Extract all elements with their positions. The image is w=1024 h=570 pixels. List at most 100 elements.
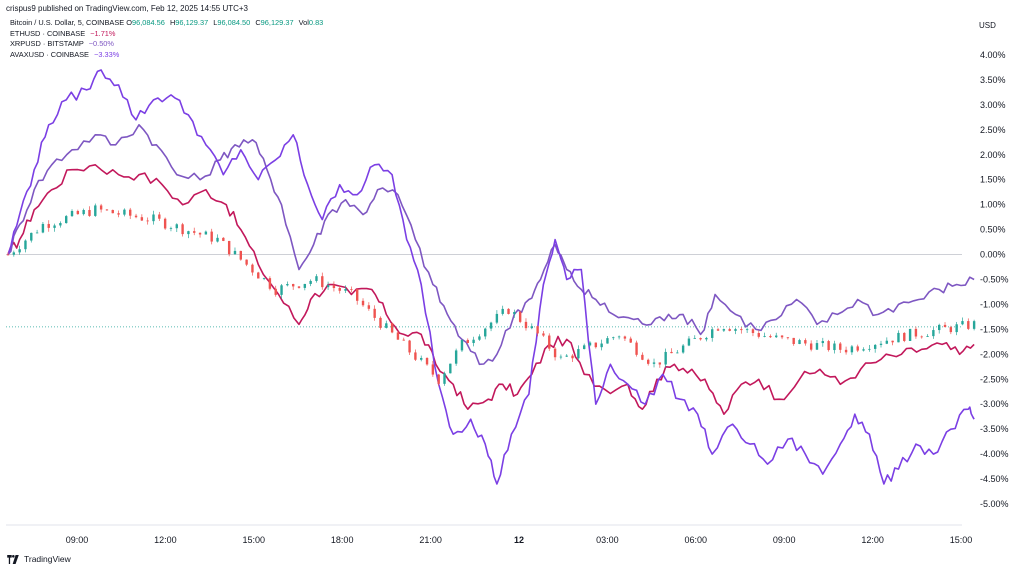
candle-body bbox=[204, 231, 208, 235]
legend-row-eth[interactable]: ETHUSD · COINBASE −1.71% bbox=[10, 29, 326, 40]
volume-key: Vol bbox=[298, 18, 309, 27]
candle-body bbox=[652, 362, 656, 364]
candle-body bbox=[99, 205, 103, 210]
candle-body bbox=[303, 283, 307, 288]
y-tick-label: -4.00% bbox=[980, 449, 1009, 459]
candle-body bbox=[914, 328, 918, 337]
y-axis[interactable]: 4.00% 3.50% 3.00% 2.50% 2.00% 1.50% 1.00% 0.50%… bbox=[980, 50, 1009, 509]
candle-body bbox=[553, 348, 557, 358]
legend-label-eth: ETHUSD · COINBASE bbox=[10, 28, 86, 38]
x-tick-label: 12 bbox=[514, 535, 524, 545]
candle-body bbox=[408, 340, 411, 353]
publish-info: crispus9 published on TradingView.com, F… bbox=[6, 4, 248, 13]
series-layer bbox=[7, 69, 975, 485]
candle-body bbox=[338, 288, 341, 291]
candle-body bbox=[449, 363, 452, 374]
candle-body bbox=[309, 280, 312, 284]
candle-body bbox=[699, 338, 702, 340]
low-value: 96,084.50 bbox=[217, 18, 251, 27]
x-axis[interactable]: 09:00 12:00 15:00 18:00 21:00 12 03:00 06:00 09:… bbox=[66, 535, 973, 545]
candle-body bbox=[59, 223, 62, 226]
high-key: H bbox=[169, 18, 176, 27]
candle-body bbox=[414, 352, 417, 360]
candle-body bbox=[804, 340, 807, 344]
candle-body bbox=[280, 285, 283, 295]
y-tick-label: -1.00% bbox=[980, 299, 1009, 309]
candle-body bbox=[903, 332, 906, 341]
candle-body bbox=[559, 356, 563, 358]
chart-plot-area[interactable] bbox=[6, 18, 962, 526]
series-line bbox=[7, 164, 975, 415]
tradingview-footer[interactable]: TradingView bbox=[6, 554, 71, 564]
legend-change-avax: −3.33% bbox=[94, 49, 120, 59]
x-tick-label: 15:00 bbox=[950, 535, 973, 545]
candle-body bbox=[123, 209, 126, 215]
y-tick-label: -1.50% bbox=[980, 324, 1009, 334]
candle-body bbox=[623, 336, 627, 339]
candle-body bbox=[420, 357, 423, 360]
candle-body bbox=[844, 349, 848, 353]
tradingview-brand: TradingView bbox=[24, 554, 71, 564]
candle-body bbox=[111, 209, 114, 214]
candle-body bbox=[152, 214, 155, 222]
candle-body bbox=[664, 351, 667, 365]
candle-body bbox=[70, 210, 74, 217]
candle-body bbox=[821, 341, 824, 344]
x-tick-label: 18:00 bbox=[331, 535, 354, 545]
bitcoin-candles bbox=[6, 203, 976, 386]
y-tick-label: 2.50% bbox=[980, 125, 1006, 135]
candle-body bbox=[88, 209, 91, 216]
legend-row-avax[interactable]: AVAXUSD · COINBASE −3.33% bbox=[10, 50, 326, 61]
candle-body bbox=[385, 323, 388, 328]
y-tick-label: -2.00% bbox=[980, 349, 1009, 359]
candle-body bbox=[524, 321, 528, 329]
legend-row-bitcoin[interactable]: Bitcoin / U.S. Dollar, 5, COINBASE O96,0… bbox=[10, 18, 326, 29]
candle-body bbox=[332, 285, 336, 289]
candle-body bbox=[932, 330, 935, 337]
candle-body bbox=[326, 285, 330, 288]
candle-body bbox=[548, 335, 551, 349]
candle-body bbox=[402, 339, 405, 341]
candle-body bbox=[356, 289, 359, 301]
series-line bbox=[7, 124, 975, 366]
candle-body bbox=[716, 329, 720, 331]
candle-body bbox=[850, 346, 854, 353]
candle-body bbox=[478, 336, 481, 340]
candle-body bbox=[466, 339, 469, 344]
candle-body bbox=[693, 338, 696, 339]
candle-body bbox=[943, 324, 947, 328]
candle-body bbox=[24, 240, 27, 250]
candle-body bbox=[262, 278, 266, 279]
y-tick-label: -3.00% bbox=[980, 399, 1009, 409]
candle-body bbox=[30, 232, 33, 241]
candle-body bbox=[268, 278, 272, 289]
candle-body bbox=[105, 209, 109, 211]
candle-body bbox=[140, 217, 144, 221]
candle-body bbox=[647, 359, 650, 364]
candle-body bbox=[35, 232, 39, 234]
y-tick-label: 0.50% bbox=[980, 225, 1006, 235]
candle-body bbox=[955, 324, 958, 333]
candle-body bbox=[245, 259, 248, 265]
y-tick-label: 3.50% bbox=[980, 75, 1006, 85]
candle-body bbox=[967, 321, 970, 329]
candle-body bbox=[629, 338, 632, 343]
plot-background[interactable] bbox=[6, 18, 962, 525]
candle-body bbox=[873, 344, 877, 349]
candle-body bbox=[210, 231, 213, 242]
candle-body bbox=[617, 336, 621, 338]
candle-body bbox=[163, 218, 167, 229]
candle-body bbox=[786, 337, 790, 339]
candle-body bbox=[606, 338, 609, 344]
candle-body bbox=[129, 209, 132, 216]
candle-body bbox=[769, 336, 772, 338]
y-tick-label: -2.50% bbox=[980, 374, 1009, 384]
legend-row-xrp[interactable]: XRPUSD · BITSTAMP −0.50% bbox=[10, 39, 326, 50]
candle-body bbox=[297, 286, 301, 288]
candle-body bbox=[972, 321, 976, 329]
x-tick-label: 09:00 bbox=[773, 535, 796, 545]
candle-body bbox=[350, 289, 353, 290]
y-tick-label: 2.00% bbox=[980, 150, 1006, 160]
x-tick-label: 12:00 bbox=[154, 535, 177, 545]
